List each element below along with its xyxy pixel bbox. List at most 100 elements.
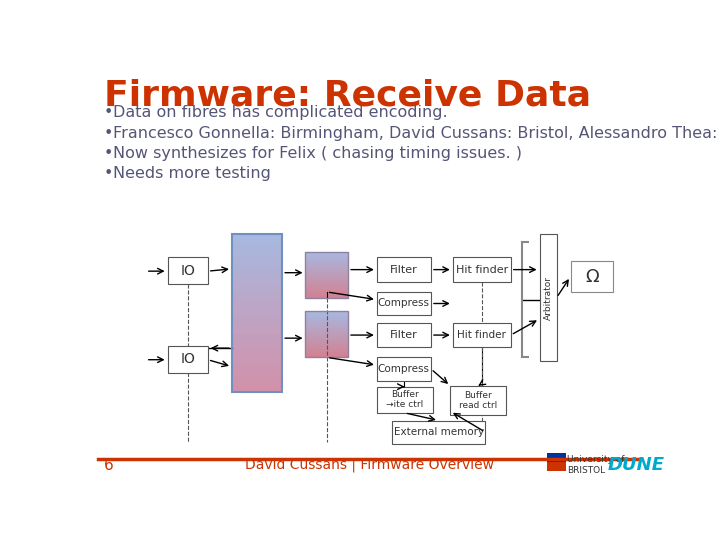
Bar — [305, 343, 348, 345]
Bar — [305, 331, 348, 333]
Text: Compress: Compress — [378, 299, 430, 308]
Text: Hit finder: Hit finder — [457, 330, 506, 340]
Bar — [305, 319, 348, 320]
Bar — [305, 272, 348, 273]
Bar — [305, 335, 348, 338]
Text: Firmware: Receive Data: Firmware: Receive Data — [104, 79, 591, 113]
Bar — [305, 252, 348, 298]
Bar — [232, 366, 282, 371]
Bar — [305, 275, 348, 276]
Bar — [305, 345, 348, 347]
Bar — [305, 317, 348, 319]
Bar — [305, 312, 348, 314]
Bar — [305, 329, 348, 331]
Bar — [305, 293, 348, 295]
Bar — [232, 387, 282, 392]
Bar — [232, 370, 282, 376]
Text: •: • — [104, 105, 113, 120]
Bar — [168, 346, 208, 373]
Bar — [232, 376, 282, 382]
Text: Compress: Compress — [378, 364, 430, 374]
Bar — [305, 282, 348, 284]
Bar — [392, 421, 485, 444]
Text: Buffer
read ctrl: Buffer read ctrl — [459, 391, 498, 410]
Bar — [305, 334, 348, 336]
Bar — [305, 281, 348, 283]
Bar — [232, 339, 282, 345]
Bar — [305, 267, 348, 269]
Bar — [232, 297, 282, 302]
Bar — [232, 244, 282, 250]
Bar — [305, 279, 348, 281]
Bar — [232, 239, 282, 245]
Bar — [305, 256, 348, 258]
Bar — [377, 323, 431, 347]
Bar — [547, 462, 557, 471]
Bar — [305, 253, 348, 255]
Bar — [305, 322, 348, 323]
Bar — [305, 270, 348, 272]
Bar — [305, 320, 348, 322]
Bar — [305, 346, 348, 348]
Text: Filter: Filter — [390, 330, 418, 340]
Bar — [232, 349, 282, 355]
Text: 6: 6 — [104, 458, 114, 472]
Bar — [305, 328, 348, 330]
Bar — [305, 314, 348, 316]
Bar — [305, 337, 348, 339]
Bar — [305, 355, 348, 357]
Bar — [232, 345, 282, 350]
Bar — [232, 271, 282, 276]
Bar — [232, 302, 282, 308]
Bar — [305, 326, 348, 328]
Text: Arbitrator: Arbitrator — [544, 276, 552, 320]
Bar — [305, 340, 348, 342]
Bar — [377, 292, 431, 315]
Bar — [305, 323, 348, 325]
Bar — [232, 328, 282, 334]
Bar — [557, 453, 566, 462]
Bar — [453, 257, 510, 282]
Bar — [305, 349, 348, 351]
Text: David Cussans | Firmware Overview: David Cussans | Firmware Overview — [245, 458, 494, 472]
Bar — [305, 354, 348, 356]
Bar — [305, 342, 348, 343]
Bar — [305, 273, 348, 275]
Text: Data on fibres has complicated encoding.: Data on fibres has complicated encoding. — [113, 105, 448, 120]
Text: DUNE: DUNE — [608, 456, 665, 474]
Bar — [305, 288, 348, 291]
Bar — [232, 234, 282, 239]
Bar — [232, 276, 282, 281]
Bar — [305, 311, 348, 313]
Text: Now synthesizes for Felix ( chasing timing issues. ): Now synthesizes for Felix ( chasing timi… — [113, 146, 522, 161]
Bar — [305, 348, 348, 350]
Bar — [305, 351, 348, 353]
Bar — [168, 257, 208, 284]
Bar — [305, 311, 348, 357]
Bar — [305, 278, 348, 280]
Bar — [232, 292, 282, 298]
Text: •: • — [104, 146, 113, 161]
Bar — [539, 234, 557, 361]
Bar — [305, 284, 348, 286]
Text: Ω: Ω — [585, 267, 598, 286]
Bar — [232, 323, 282, 329]
Text: External memory: External memory — [394, 427, 484, 437]
Bar — [557, 462, 566, 471]
Bar — [305, 287, 348, 289]
Bar — [232, 281, 282, 287]
Text: IO: IO — [180, 352, 195, 366]
Text: Buffer
→ite ctrl: Buffer →ite ctrl — [386, 390, 423, 409]
Text: Filter: Filter — [390, 265, 418, 275]
Bar — [232, 234, 282, 392]
Bar — [305, 353, 348, 354]
Bar — [305, 339, 348, 340]
Bar — [305, 265, 348, 267]
Text: Needs more testing: Needs more testing — [113, 166, 271, 181]
Bar — [305, 264, 348, 266]
Text: Hit finder: Hit finder — [456, 265, 508, 275]
Bar — [305, 262, 348, 264]
Bar — [232, 260, 282, 266]
Text: •: • — [104, 126, 113, 141]
Bar — [305, 276, 348, 278]
